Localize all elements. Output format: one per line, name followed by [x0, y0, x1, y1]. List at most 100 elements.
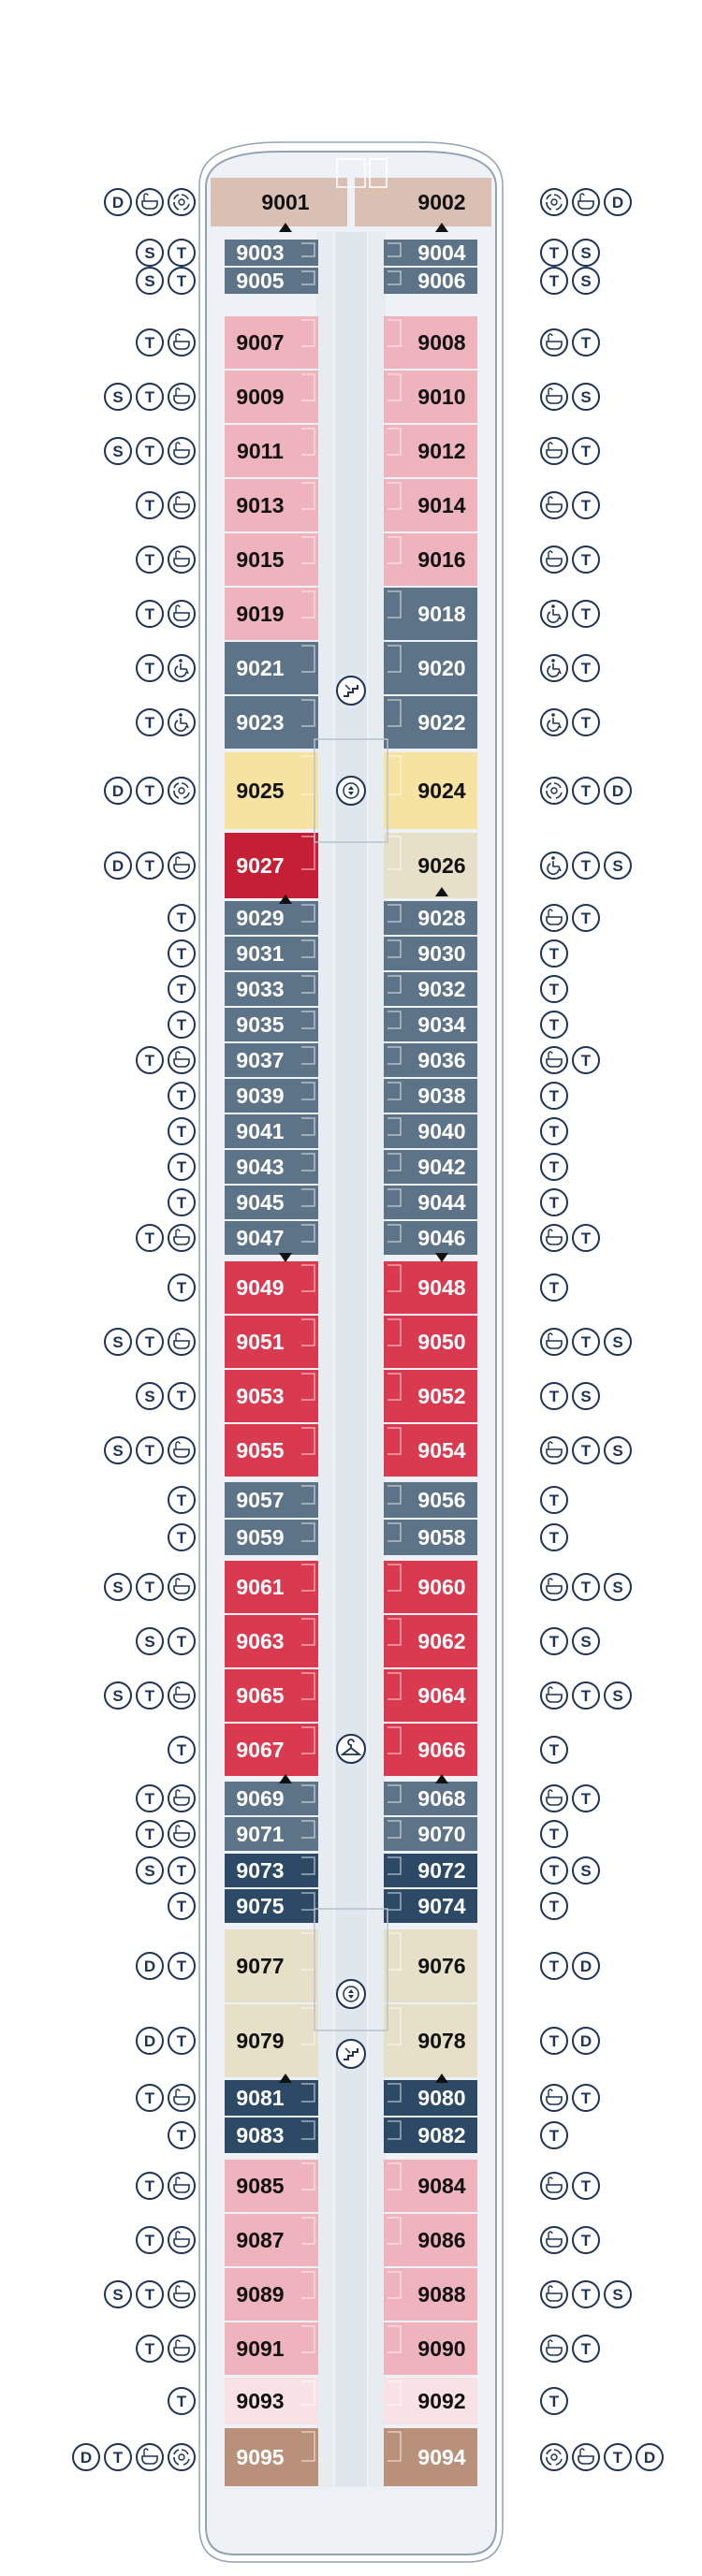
cabin-9091[interactable]: 9091: [225, 2322, 318, 2375]
cabin-9092[interactable]: 9092: [384, 2378, 477, 2424]
cabin-9060[interactable]: 9060: [384, 1561, 477, 1613]
cabin-9051[interactable]: 9051: [225, 1316, 318, 1368]
cabin-9045[interactable]: 9045: [225, 1186, 318, 1219]
cabin-9088[interactable]: 9088: [384, 2268, 477, 2321]
cabin-9038[interactable]: 9038: [384, 1079, 477, 1113]
cabin-9020[interactable]: 9020: [384, 642, 477, 694]
cabin-9070[interactable]: 9070: [384, 1817, 477, 1851]
cabin-9052[interactable]: 9052: [384, 1370, 477, 1422]
cabin-9032[interactable]: 9032: [384, 972, 477, 1006]
cabin-9061[interactable]: 9061: [225, 1561, 318, 1613]
cabin-9067[interactable]: 9067: [225, 1724, 318, 1776]
svg-text:T: T: [177, 1529, 187, 1547]
cabin-9022[interactable]: 9022: [384, 696, 477, 749]
cabin-9021[interactable]: 9021: [225, 642, 318, 694]
cabin-9093[interactable]: 9093: [225, 2378, 318, 2424]
cabin-9090[interactable]: 9090: [384, 2322, 477, 2375]
cabin-9004[interactable]: 9004: [384, 240, 477, 266]
cabin-9044[interactable]: 9044: [384, 1186, 477, 1219]
cabin-9083[interactable]: 9083: [225, 2118, 318, 2153]
cabin-9026[interactable]: 9026: [384, 833, 477, 898]
cabin-9013[interactable]: 9013: [225, 479, 318, 531]
cabin-9001[interactable]: 9001: [211, 178, 347, 226]
cabin-9075[interactable]: 9075: [225, 1889, 318, 1923]
cabin-9047[interactable]: 9047: [225, 1221, 318, 1255]
cabin-9078[interactable]: 9078: [384, 2004, 477, 2077]
cabin-9031[interactable]: 9031: [225, 937, 318, 970]
cabin-9082[interactable]: 9082: [384, 2118, 477, 2153]
cabin-9049[interactable]: 9049: [225, 1261, 318, 1314]
cabin-fill: [225, 1724, 318, 1776]
cabin-9030[interactable]: 9030: [384, 937, 477, 970]
cabin-9012[interactable]: 9012: [384, 425, 477, 477]
cabin-9006[interactable]: 9006: [384, 268, 477, 294]
svg-text:T: T: [581, 2177, 592, 2195]
cabin-9095[interactable]: 9095: [225, 2428, 318, 2486]
cabin-9080[interactable]: 9080: [384, 2080, 477, 2116]
cabin-9086[interactable]: 9086: [384, 2214, 477, 2266]
cabin-9007[interactable]: 9007: [225, 316, 318, 369]
cabin-9065[interactable]: 9065: [225, 1669, 318, 1722]
cabin-9084[interactable]: 9084: [384, 2160, 477, 2212]
cabin-9033[interactable]: 9033: [225, 972, 318, 1006]
cabin-9056[interactable]: 9056: [384, 1482, 477, 1518]
cabin-9016[interactable]: 9016: [384, 533, 477, 586]
cabin-9023[interactable]: 9023: [225, 696, 318, 749]
cabin-9025[interactable]: 9025: [225, 752, 318, 829]
cabin-9066[interactable]: 9066: [384, 1724, 477, 1776]
cabin-9009[interactable]: 9009: [225, 371, 318, 423]
cabin-9053[interactable]: 9053: [225, 1370, 318, 1422]
cabin-9042[interactable]: 9042: [384, 1150, 477, 1184]
cabin-9043[interactable]: 9043: [225, 1150, 318, 1184]
cabin-9011[interactable]: 9011: [225, 425, 318, 477]
cabin-9079[interactable]: 9079: [225, 2004, 318, 2077]
cabin-9015[interactable]: 9015: [225, 533, 318, 586]
cabin-9008[interactable]: 9008: [384, 316, 477, 369]
cabin-9027[interactable]: 9027: [225, 833, 318, 898]
cabin-9039[interactable]: 9039: [225, 1079, 318, 1113]
cabin-9035[interactable]: 9035: [225, 1008, 318, 1041]
cabin-9077[interactable]: 9077: [225, 1929, 318, 2002]
cabin-9005[interactable]: 9005: [225, 268, 318, 294]
cabin-9058[interactable]: 9058: [384, 1520, 477, 1555]
cabin-9071[interactable]: 9071: [225, 1817, 318, 1851]
cabin-9064[interactable]: 9064: [384, 1669, 477, 1722]
letter-s-circle-icon: S: [136, 267, 164, 295]
cabin-9028[interactable]: 9028: [384, 901, 477, 935]
cabin-9085[interactable]: 9085: [225, 2160, 318, 2212]
cabin-9019[interactable]: 9019: [225, 588, 318, 640]
cabin-9055[interactable]: 9055: [225, 1424, 318, 1477]
cabin-9081[interactable]: 9081: [225, 2080, 318, 2116]
cabin-9057[interactable]: 9057: [225, 1482, 318, 1518]
cabin-9034[interactable]: 9034: [384, 1008, 477, 1041]
cabin-9003[interactable]: 9003: [225, 240, 318, 266]
cabin-9087[interactable]: 9087: [225, 2214, 318, 2266]
cabin-9059[interactable]: 9059: [225, 1520, 318, 1555]
cabin-9046[interactable]: 9046: [384, 1221, 477, 1255]
cabin-9040[interactable]: 9040: [384, 1114, 477, 1148]
cabin-9036[interactable]: 9036: [384, 1043, 477, 1077]
cabin-9054[interactable]: 9054: [384, 1424, 477, 1477]
cabin-9094[interactable]: 9094: [384, 2428, 477, 2486]
cabin-9010[interactable]: 9010: [384, 371, 477, 423]
cabin-9002[interactable]: 9002: [355, 178, 491, 226]
cabin-9050[interactable]: 9050: [384, 1316, 477, 1368]
cabin-9014[interactable]: 9014: [384, 479, 477, 531]
cabin-9024[interactable]: 9024: [384, 752, 477, 829]
cabin-9041[interactable]: 9041: [225, 1114, 318, 1148]
cabin-9072[interactable]: 9072: [384, 1854, 477, 1887]
cabin-9076[interactable]: 9076: [384, 1929, 477, 2002]
cabin-9089[interactable]: 9089: [225, 2268, 318, 2321]
cabin-9074[interactable]: 9074: [384, 1889, 477, 1923]
cabin-9063[interactable]: 9063: [225, 1615, 318, 1667]
cabin-9073[interactable]: 9073: [225, 1854, 318, 1887]
cabin-9069[interactable]: 9069: [225, 1782, 318, 1815]
cabin-9037[interactable]: 9037: [225, 1043, 318, 1077]
cabin-9029[interactable]: 9029: [225, 901, 318, 935]
cabin-bath-outline: [301, 2217, 315, 2245]
cabin-9062[interactable]: 9062: [384, 1615, 477, 1667]
cabin-9018[interactable]: 9018: [384, 588, 477, 640]
cabin-9048[interactable]: 9048: [384, 1261, 477, 1314]
letter-t-circle-icon: T: [540, 1952, 568, 1980]
cabin-9068[interactable]: 9068: [384, 1782, 477, 1815]
